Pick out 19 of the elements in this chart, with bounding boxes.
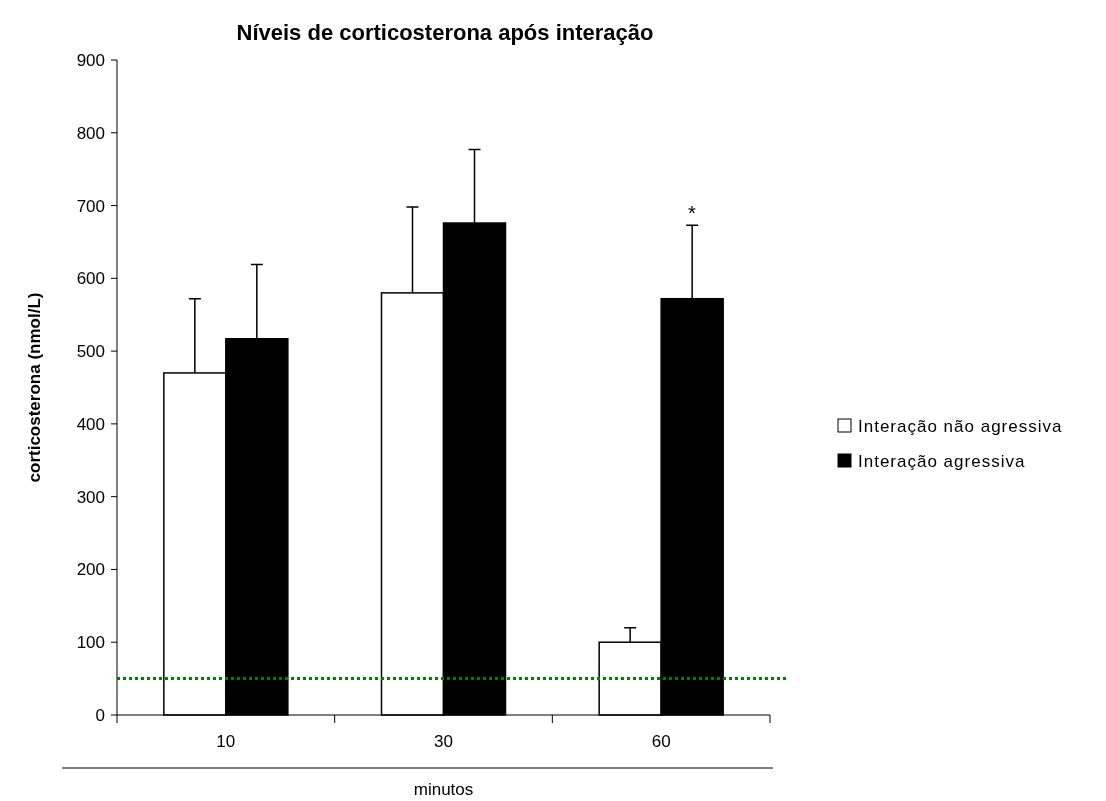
y-tick-label: 0: [95, 706, 105, 725]
legend-label: Interação agressiva: [858, 452, 1026, 471]
y-tick-label: 600: [76, 269, 105, 289]
chart-title: Níveis de corticosterona após interação: [236, 20, 654, 45]
y-tick-label: 500: [76, 342, 105, 362]
y-tick-label: 800: [76, 123, 105, 143]
x-axis-title: minutos: [413, 780, 474, 799]
x-tick-label: 60: [651, 732, 671, 751]
annotation: *: [688, 202, 697, 224]
legend-label: Interação não agressiva: [858, 417, 1063, 436]
x-tick-label: 10: [216, 732, 236, 751]
y-tick-label: 700: [76, 196, 105, 216]
y-tick-label: 400: [76, 414, 105, 434]
y-axis-title: corticosterona (nmol/L): [25, 292, 44, 483]
y-tick-label: 300: [76, 487, 105, 507]
y-tick-label: 900: [76, 51, 105, 70]
x-tick-label: 30: [434, 732, 453, 751]
y-tick-label: 100: [76, 633, 105, 653]
y-tick-label: 200: [76, 560, 105, 580]
